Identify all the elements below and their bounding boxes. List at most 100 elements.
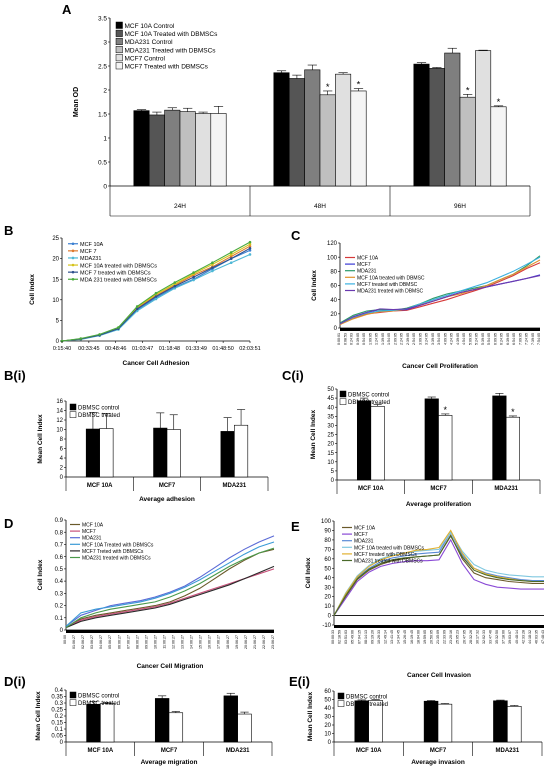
x-tick-label-E: 33:47:46 xyxy=(489,630,493,644)
y-axis-title-Bi: Mean Cell Index xyxy=(37,414,44,464)
x-tick-label-E: 13:41:45 xyxy=(390,630,394,644)
x-tick-label-E: 26:47:05 xyxy=(462,630,466,644)
y-tick-label-A: 0 xyxy=(103,183,107,190)
x-tick-label-E: 16:19:45 xyxy=(410,630,414,644)
y-tick-label-D: 0.4 xyxy=(55,579,64,585)
legend-label-D: MDA231 treated with DBMSCs xyxy=(82,556,151,562)
x-axis-title-B: Cancer Cell Adhesion xyxy=(123,360,190,367)
y-tick-label-Di: 0.1 xyxy=(55,727,64,733)
x-axis-title-Di: Average migration xyxy=(141,759,198,766)
series-line-C xyxy=(339,256,541,325)
x-axis-title-E: Cancer Cell Invasion xyxy=(407,672,471,679)
y-tick-label-Ci: 25 xyxy=(327,433,334,439)
bar-A xyxy=(273,72,290,187)
y-tick-label-C: 100 xyxy=(327,255,338,261)
y-tick-label-E: -10 xyxy=(322,623,331,629)
y-tick-label-C: 80 xyxy=(330,269,337,275)
x-tick-label-C: 4:54:05 xyxy=(462,333,466,345)
legend-swatch-Bi xyxy=(69,403,77,411)
panel-letter-A: A xyxy=(62,2,72,17)
y-tick-label-Ei: 10 xyxy=(324,732,331,738)
bar-Di xyxy=(154,698,170,743)
legend-swatch-A xyxy=(115,62,123,70)
legend-label-C: MCF7 treated with DBMSC xyxy=(357,282,418,288)
x-tick-label-C: 6:54:05 xyxy=(512,333,516,345)
legend-marker-B xyxy=(71,242,75,246)
legend-swatch-A xyxy=(115,21,123,29)
x-tick-label-E: 44:18:32 xyxy=(528,630,532,644)
legend-label-A: MDA231 Treated with DBMSCs xyxy=(125,47,217,54)
x-tick-label-D: 04:06:27 xyxy=(99,635,103,649)
y-tick-label-E: 30 xyxy=(324,585,331,591)
category-label-Ei: MDA231 xyxy=(495,748,519,754)
x-axis-title-Ei: Average invasion xyxy=(411,759,465,766)
x-axis-title-Bi: Average adhesion xyxy=(139,496,195,503)
series-marker-B xyxy=(229,257,233,260)
legend-swatch-Di xyxy=(69,691,77,699)
legend-label-D: MCF 10A xyxy=(82,523,104,529)
x-tick-label-E: 18:04:00 xyxy=(416,630,420,644)
x-tick-label-D: 18:06:27 xyxy=(226,635,230,649)
bar-A xyxy=(210,113,227,187)
legend-label-A: MCF 10A Control xyxy=(125,23,175,30)
series-marker-B xyxy=(229,253,233,256)
x-tick-label-C: 6:39:05 xyxy=(506,333,510,345)
y-tick-label-Bi: 14 xyxy=(56,409,63,415)
bar-A xyxy=(350,90,367,187)
panel-letter-D: D xyxy=(4,516,13,531)
legend-label-B: MCF 7 treated with DBMSCs xyxy=(80,270,151,276)
y-tick-label-C: 60 xyxy=(330,284,337,290)
y-tick-label-D: 0.2 xyxy=(55,604,64,610)
legend-label-Bi: DBMSC control xyxy=(78,406,119,412)
series-marker-B xyxy=(248,249,252,252)
x-tick-label-C: 0:00:01 xyxy=(337,333,341,345)
legend-label-D: MCF7 xyxy=(82,529,96,535)
category-label-Di: MCF7 xyxy=(161,748,178,754)
category-label-Bi: MDA231 xyxy=(222,483,246,489)
y-tick-label-C: 40 xyxy=(330,298,337,304)
legend-label-E: MDA231 xyxy=(354,539,374,545)
legend-marker-B xyxy=(71,249,75,253)
series-marker-B xyxy=(135,307,139,311)
x-tick-label-D: 23:06:27 xyxy=(271,635,275,649)
legend-label-Ei: DBMSC treated xyxy=(346,702,388,708)
x-tick-label-E: 10:26:33 xyxy=(377,630,381,644)
x-tick-label-C: 7:54:05 xyxy=(537,333,541,345)
y-tick-label-E: 70 xyxy=(324,547,331,553)
category-label-Di: MCF 10A xyxy=(87,748,113,754)
y-tick-label-Bi: 12 xyxy=(56,418,63,424)
x-axis-title-D: Cancer Cell Migration xyxy=(137,663,204,670)
legend-swatch-Bi xyxy=(69,411,77,418)
x-tick-label-E: 47:48:43 xyxy=(541,630,545,644)
y-tick-label-Ci: 5 xyxy=(331,469,335,475)
series-marker-B xyxy=(248,240,252,244)
y-tick-label-Di: 0.2 xyxy=(55,714,64,720)
legend-label-E: MCF 10A xyxy=(354,526,376,532)
series-marker-B xyxy=(192,278,195,282)
x-tick-label-C: 0:08:53 xyxy=(343,333,347,345)
legend-label-Bi: DBMSC treated xyxy=(78,413,120,419)
y-tick-label-Di: 0.15 xyxy=(51,721,63,727)
bar-Ci xyxy=(438,415,453,481)
bar-Ei xyxy=(437,703,453,743)
y-tick-label-Ci: 40 xyxy=(327,405,334,411)
legend-marker-B xyxy=(71,263,75,267)
bar-Bi xyxy=(220,431,235,478)
x-tick-label-C: 6:09:05 xyxy=(493,333,497,345)
x-tick-label-D: 15:06:27 xyxy=(199,635,203,649)
significance-mark-A: * xyxy=(466,85,470,96)
series-line-E xyxy=(333,538,544,616)
x-tick-label-E: 02:18:59 xyxy=(338,630,342,644)
legend-swatch-A xyxy=(115,46,123,54)
bar-A xyxy=(179,111,196,187)
legend-label-C: MDA231 treated with DBMSC xyxy=(357,289,424,295)
series-marker-B xyxy=(117,326,120,329)
x-tick-label-C: 5:54:05 xyxy=(487,333,491,345)
legend-label-C: MCF 10A xyxy=(357,256,379,262)
bar-A xyxy=(288,78,305,187)
y-tick-label-E: 90 xyxy=(324,529,331,535)
x-tick-label-E: 23:20:16 xyxy=(449,630,453,644)
legend-label-A: MDA231 Control xyxy=(125,39,174,46)
y-tick-label-D: 0.7 xyxy=(55,543,64,549)
bar-Di xyxy=(100,703,115,743)
